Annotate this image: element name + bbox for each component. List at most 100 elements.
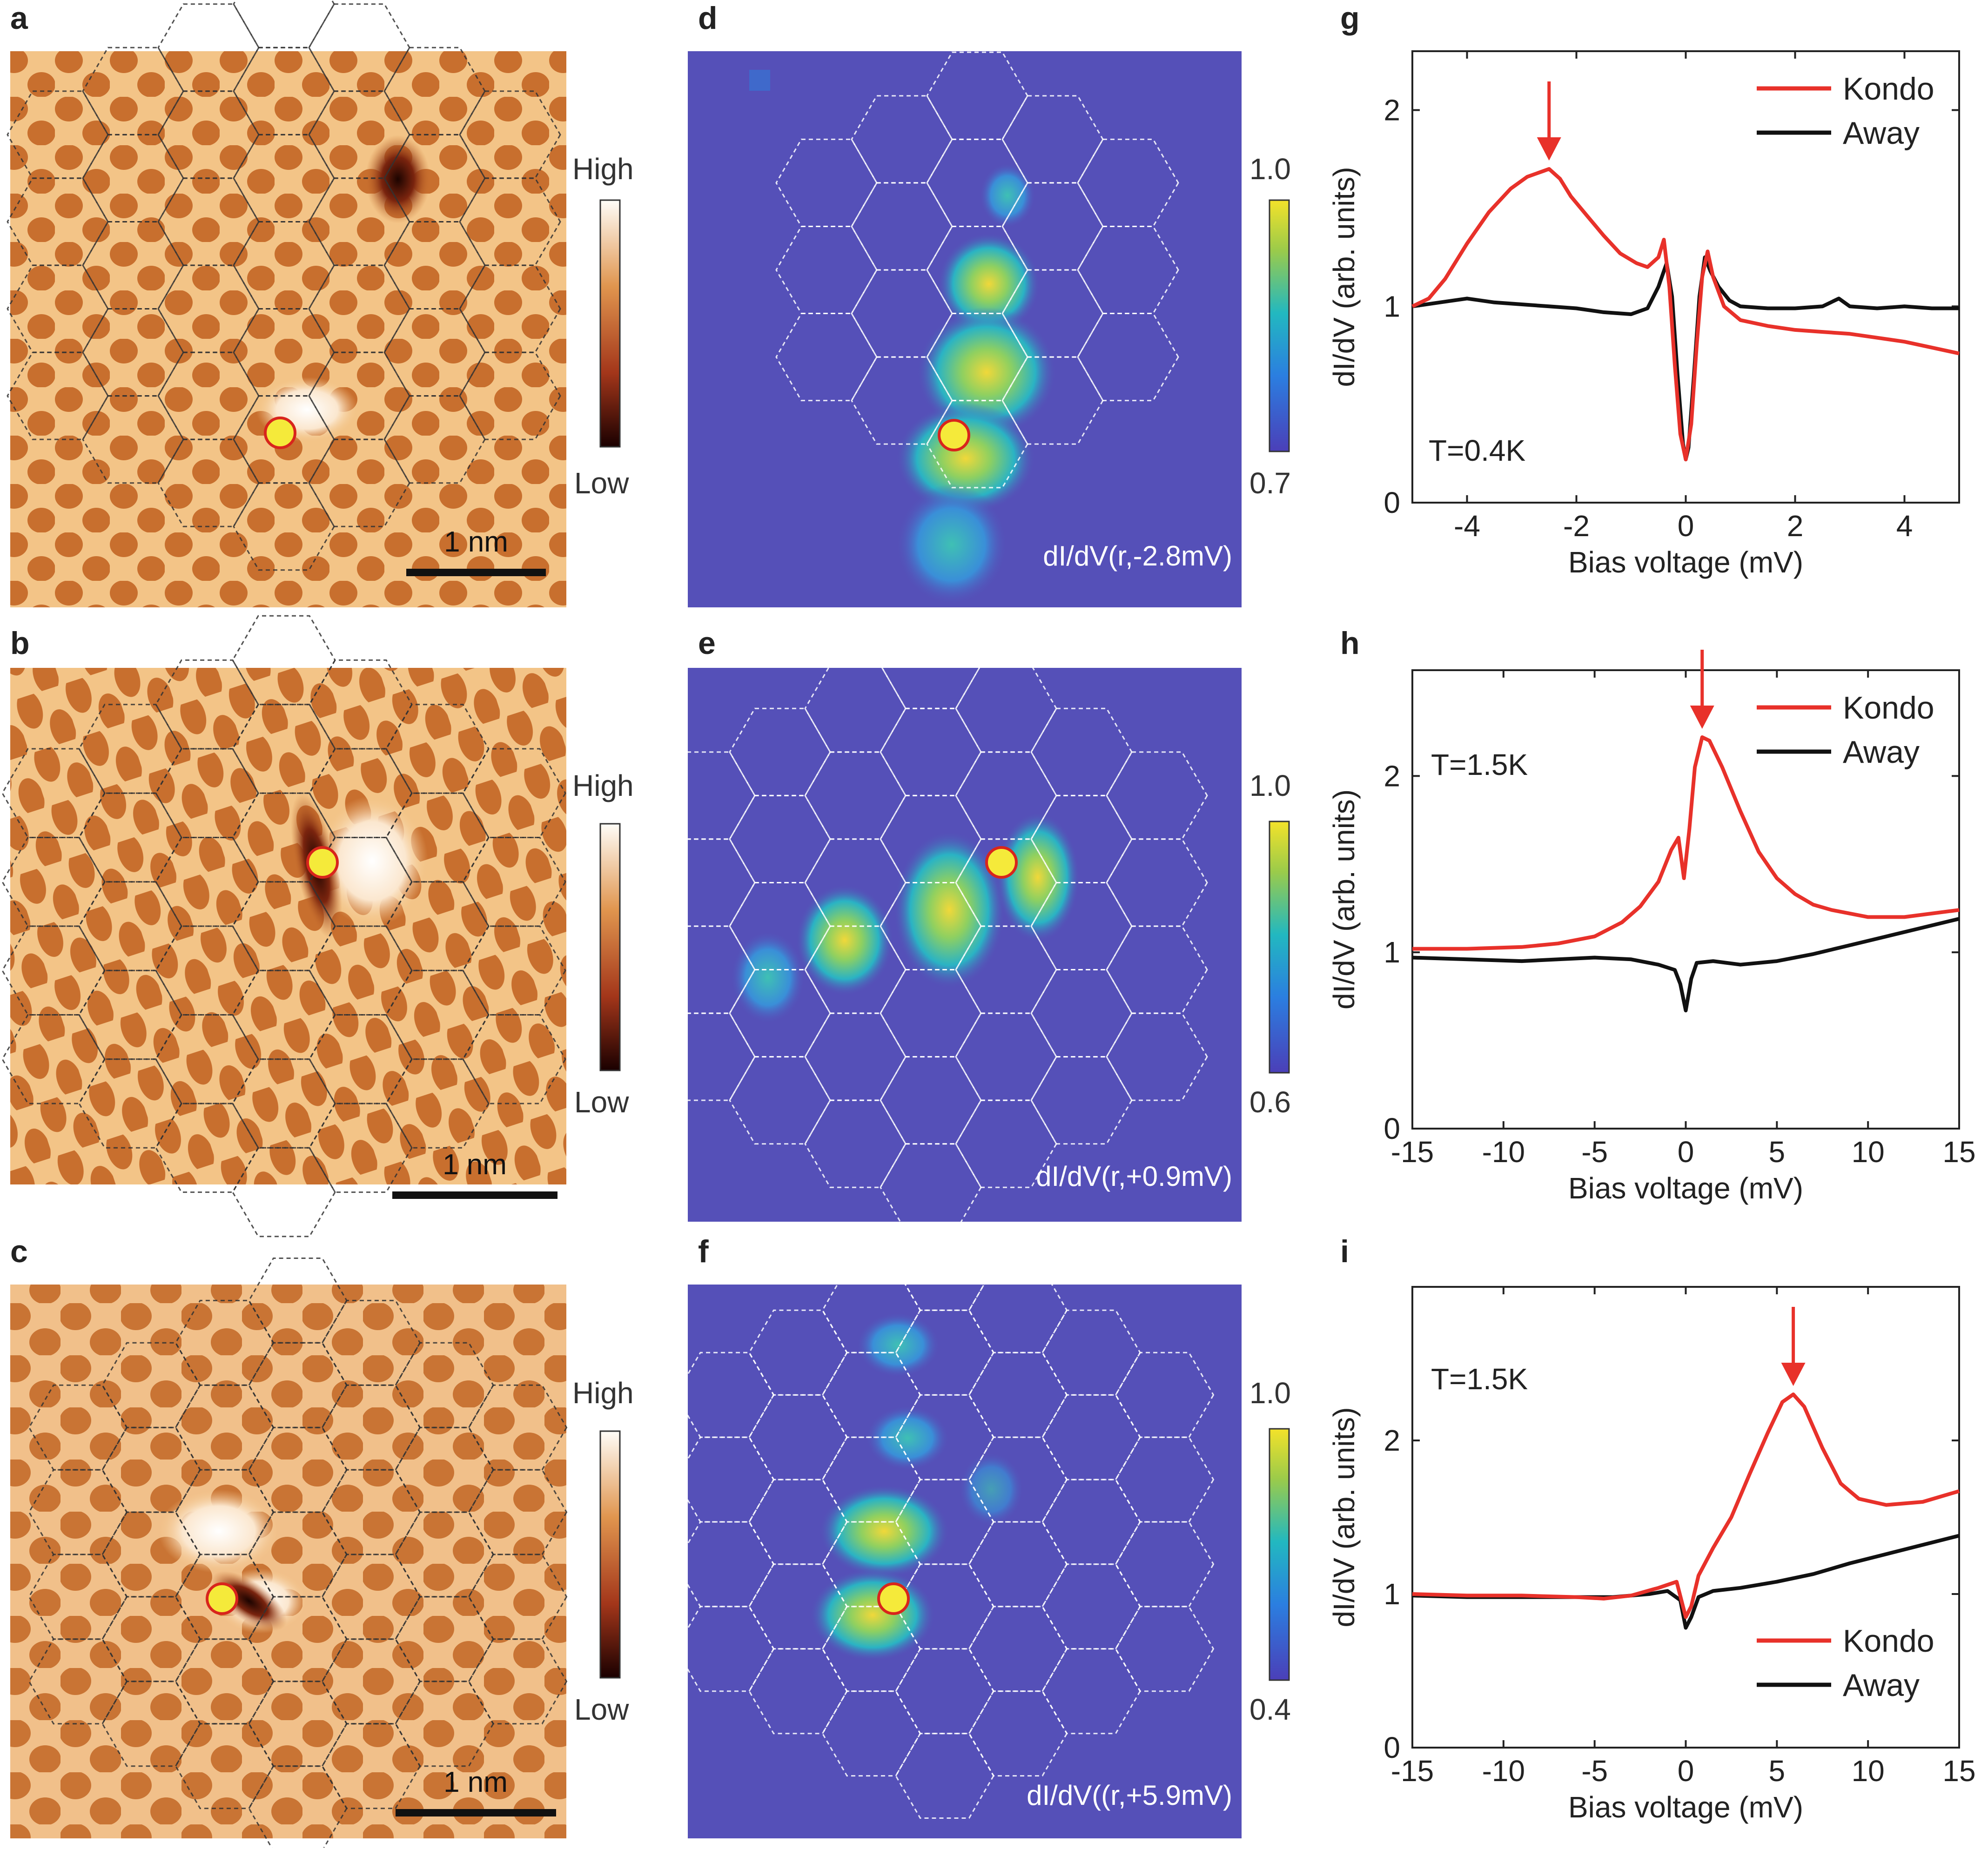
hex-cell [1030,707,1133,796]
hex-cell [926,400,1028,489]
x-tick-label: 5 [1769,1135,1786,1169]
hex-cell [468,1469,568,1555]
x-tick-label: 2 [1787,509,1804,543]
hex-cell [1077,138,1179,227]
hex-cell [468,1638,568,1725]
hex-cell [821,1690,921,1777]
map-hotspot-e1 [796,884,893,996]
hex-cell [157,177,260,266]
hex-cell [459,264,561,353]
hex-cell [968,1436,1068,1523]
series-line-away [1412,255,1959,462]
hex-cell [157,3,260,92]
hex-cell [233,395,335,484]
hex-grid-d [775,51,1179,489]
hex-cell [955,838,1057,927]
hex-cell [1115,1436,1215,1523]
colorbar-max-e: 1.0 [1249,769,1291,802]
hex-cell [851,95,953,184]
adatom-marker-e [985,846,1018,879]
hex-cell [955,1012,1057,1101]
hex-cell [308,351,410,440]
hex-cell [383,308,486,397]
hex-cell [804,751,907,840]
x-tick-label: -2 [1563,509,1590,543]
colorbar-max-d: 1.0 [1249,152,1291,186]
hex-cell [926,138,1028,227]
hex-cell [157,90,260,179]
hex-cell [7,264,109,353]
hex-cell [675,1352,775,1438]
panel-label-f: f [698,1234,709,1269]
map-image-f [688,1285,1242,1838]
hex-cell [233,482,335,571]
hex-cell [895,1733,994,1819]
temperature-annotation: T=1.5K [1431,748,1528,781]
topo-bright-b [316,796,428,926]
x-axis-label: Bias voltage (mV) [1568,545,1803,579]
hex-cell [462,748,566,838]
hex-cell [880,620,982,709]
hex-cell [459,90,561,179]
hex-cell [968,1690,1068,1777]
hex-cell [309,837,413,927]
hex-cell [308,438,410,527]
hex-cell [1,925,106,1016]
colorbar-e [1269,821,1290,1074]
legend-label-away: Away [1843,115,1920,151]
colorbar-c [599,1430,621,1679]
hex-cell [248,1342,348,1428]
x-tick-label: 0 [1678,1754,1694,1788]
hex-cell [157,351,260,440]
hex-cell [821,1436,921,1523]
hex-cell [232,792,336,883]
hex-cell [748,1479,848,1565]
hex-cell [1106,838,1208,927]
map-hotspot-f1 [819,1485,949,1578]
scalebar-label-c: 1 nm [443,1766,508,1798]
hex-cell [804,925,907,1014]
hex-cell [395,1596,494,1682]
hex-cell [729,969,831,1058]
topo-defect-a [365,135,430,223]
hex-cell [233,0,335,48]
colorbar-b [599,823,621,1071]
hex-cell [232,1147,336,1238]
colorbar-high-a: High [572,152,634,186]
y-tick-label: 2 [1384,759,1400,793]
hex-cell [1106,1012,1208,1101]
hex-cell [955,925,1057,1014]
hex-cell [1041,1479,1141,1565]
y-axis-label: dI/dV (arb. units) [1327,789,1361,1009]
colorbar-low-c: Low [574,1693,629,1726]
hex-cell [1030,794,1133,883]
hex-cell [851,269,953,358]
hex-cell [459,177,561,266]
hex-cell [880,1143,982,1232]
peak-arrow-head [1537,137,1561,161]
hex-cell [385,792,490,883]
hex-cell [895,1309,994,1396]
hex-cell [804,1099,907,1188]
hex-cell [880,794,982,883]
hex-cell [1077,313,1179,402]
hex-cell [1077,226,1179,314]
x-tick-label: 0 [1678,509,1694,543]
hex-cell [155,748,259,838]
hex-cell [459,351,561,440]
map-panel-d: dI/dV(r,-2.8mV) 1.0 0.7 [688,51,1291,607]
topo-image-b [10,668,566,1184]
colorbar-min-f: 0.4 [1249,1693,1291,1726]
topo-panel-b: 1 nm High Low [1,615,634,1238]
hex-cell [28,1469,128,1555]
hex-cell [462,837,566,927]
panel-label-h: h [1340,626,1360,661]
hex-cell [395,1511,494,1598]
colorbar-low-a: Low [574,466,629,500]
hex-cell [895,1479,994,1565]
hex-cell [155,925,259,1016]
legend-label-kondo: Kondo [1843,71,1934,107]
hex-cell [1,748,106,838]
map-hotspot-d4 [896,484,1007,605]
